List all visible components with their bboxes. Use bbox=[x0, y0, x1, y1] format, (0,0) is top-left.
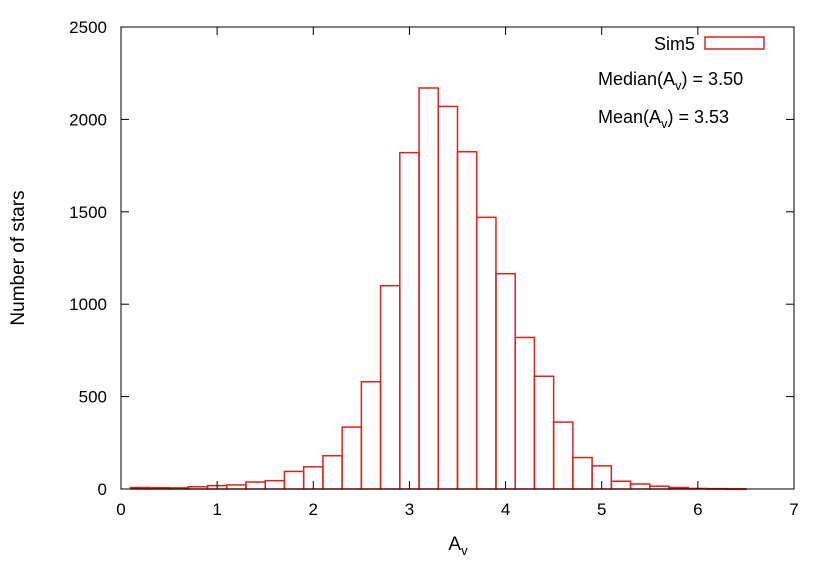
histogram-bar bbox=[322, 454, 343, 490]
histogram-bar bbox=[552, 421, 574, 490]
y-tick-label: 2000 bbox=[69, 110, 107, 129]
plot-frame bbox=[120, 26, 795, 490]
x-tick-label: 4 bbox=[501, 500, 510, 519]
histogram-bar bbox=[418, 87, 440, 490]
legend-label: Sim5 bbox=[654, 34, 695, 54]
y-tick-label: 1500 bbox=[69, 203, 107, 222]
x-axis-label-sub: v bbox=[461, 543, 468, 558]
histogram-bar bbox=[245, 481, 266, 490]
x-tick-label: 7 bbox=[789, 500, 798, 519]
histogram-bar bbox=[399, 151, 420, 490]
y-axis-label: Number of stars bbox=[8, 190, 29, 325]
y-tick-label: 2500 bbox=[69, 18, 107, 37]
histogram-bar bbox=[341, 426, 363, 490]
histogram-bar bbox=[475, 216, 497, 490]
y-tick-label: 500 bbox=[79, 388, 107, 407]
histogram-bar bbox=[264, 479, 286, 490]
histogram-bar bbox=[437, 105, 459, 490]
x-axis-label-base: A bbox=[448, 534, 461, 555]
y-axis-ticks: 0 500 1000 1500 2000 2500 bbox=[69, 18, 794, 499]
histogram-bar bbox=[379, 284, 401, 490]
histogram-bar bbox=[610, 480, 632, 490]
histogram-bar bbox=[495, 272, 516, 490]
y-tick-label: 0 bbox=[98, 480, 107, 499]
legend: Sim5 bbox=[654, 34, 765, 54]
x-axis-label: Av bbox=[448, 534, 468, 558]
histogram-bar bbox=[533, 375, 555, 490]
histogram-bar bbox=[456, 150, 478, 490]
histogram-bar bbox=[226, 484, 247, 490]
x-tick-label: 5 bbox=[597, 500, 606, 519]
legend-swatch bbox=[704, 36, 765, 50]
x-tick-label: 2 bbox=[309, 500, 318, 519]
histogram-bar bbox=[283, 470, 305, 490]
x-axis-ticks: 0 1 2 3 4 5 6 7 bbox=[116, 27, 799, 519]
mean-annotation: Mean(Av) = 3.53 bbox=[598, 107, 729, 131]
histogram-bars bbox=[129, 87, 747, 491]
y-tick-label: 1000 bbox=[69, 295, 107, 314]
histogram-bar bbox=[629, 483, 651, 490]
histogram-bar bbox=[514, 336, 536, 490]
histogram-bar bbox=[360, 381, 382, 490]
x-tick-label: 6 bbox=[693, 500, 702, 519]
x-tick-label: 3 bbox=[405, 500, 414, 519]
x-tick-label: 0 bbox=[116, 500, 125, 519]
median-annotation: Median(Av) = 3.50 bbox=[598, 69, 743, 93]
histogram-bar bbox=[572, 456, 593, 490]
x-tick-label: 1 bbox=[212, 500, 221, 519]
